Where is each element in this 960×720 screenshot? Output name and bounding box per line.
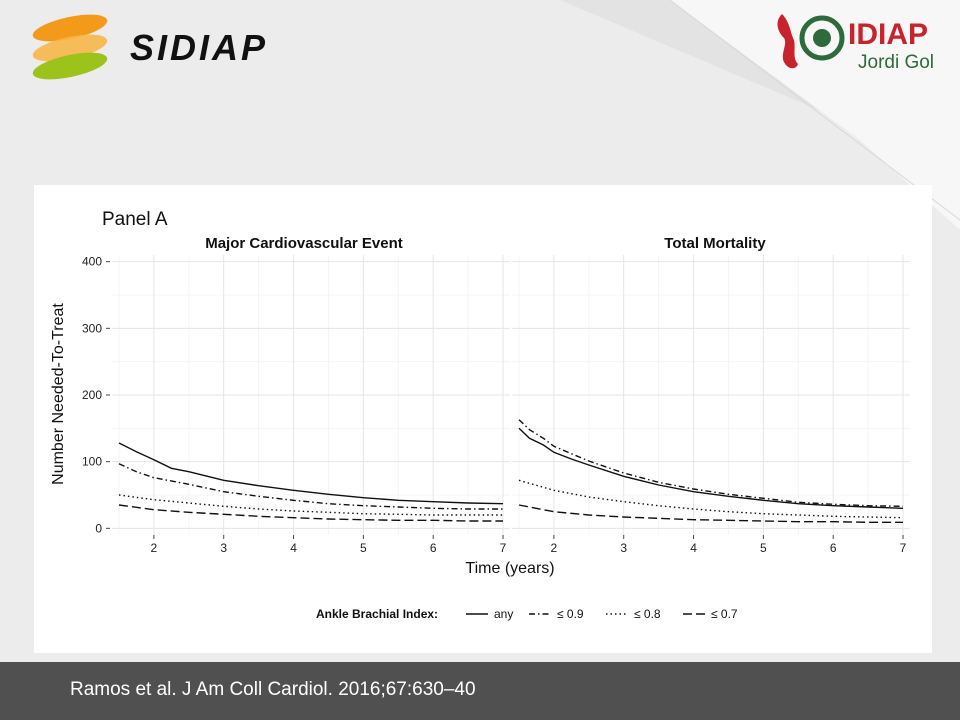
citation-text: Ramos et al. J Am Coll Cardiol. 2016;67:…	[70, 679, 476, 700]
x-tick-label: 2	[151, 541, 158, 555]
facet-title-mortality: Total Mortality	[664, 235, 766, 252]
y-tick-label: 100	[82, 455, 102, 469]
series-line	[118, 463, 503, 510]
x-tick-label: 6	[830, 541, 837, 555]
x-tick-label: 2	[551, 541, 558, 555]
x-tick-label: 4	[690, 541, 697, 555]
legend-label: ≤ 0.7	[711, 607, 738, 621]
idiap-logo: IDIAP Jordi Gol	[777, 14, 934, 73]
x-tick-label: 5	[360, 541, 367, 555]
panel-title: Panel A	[102, 209, 168, 230]
series-line	[518, 427, 904, 509]
series-line	[518, 504, 903, 523]
y-tick-label: 200	[82, 388, 102, 402]
y-tick-label: 300	[82, 321, 102, 335]
x-tick-label: 6	[430, 541, 437, 555]
facet-0: 2 3 4 5 6 7 0 100 200 300 400	[82, 255, 510, 555]
legend-title: Ankle Brachial Index:	[316, 607, 438, 621]
series-line	[518, 479, 904, 519]
idiap-logo-sub: Jordi Gol	[858, 52, 934, 73]
legend-label: any	[494, 607, 513, 621]
x-tick-label: 3	[620, 541, 627, 555]
idiap-logo-name: IDIAP	[848, 18, 928, 51]
sidiap-logo: SIDIAP	[32, 14, 268, 80]
facet-title-mace: Major Cardiovascular Event	[205, 235, 403, 252]
x-tick-label: 7	[500, 541, 507, 555]
x-tick-label: 3	[220, 541, 227, 555]
facet-1: 2 3 4 5 6 7	[512, 255, 910, 555]
series-line	[118, 442, 504, 505]
y-axis-label: Number Needed-To-Treat	[50, 303, 67, 485]
x-tick-label: 5	[760, 541, 767, 555]
series-line	[118, 504, 503, 522]
x-tick-label: 4	[290, 541, 297, 555]
legend: Ankle Brachial Index: any ≤ 0.9 ≤ 0.8 ≤ 0.7	[316, 607, 738, 621]
legend-label: ≤ 0.8	[634, 607, 661, 621]
sidiap-logo-text: SIDIAP	[130, 27, 268, 68]
y-tick-label: 400	[82, 255, 102, 269]
y-tick-label: 0	[95, 521, 102, 535]
footer-bar	[0, 662, 960, 720]
chart-svg: Panel A Major Cardiovascular Event Total…	[50, 209, 910, 621]
chart-panel: Panel A Major Cardiovascular Event Total…	[34, 185, 932, 653]
series-line	[118, 494, 503, 516]
legend-label: ≤ 0.9	[557, 607, 584, 621]
x-tick-label: 7	[900, 541, 907, 555]
x-axis-label: Time (years)	[465, 560, 554, 577]
